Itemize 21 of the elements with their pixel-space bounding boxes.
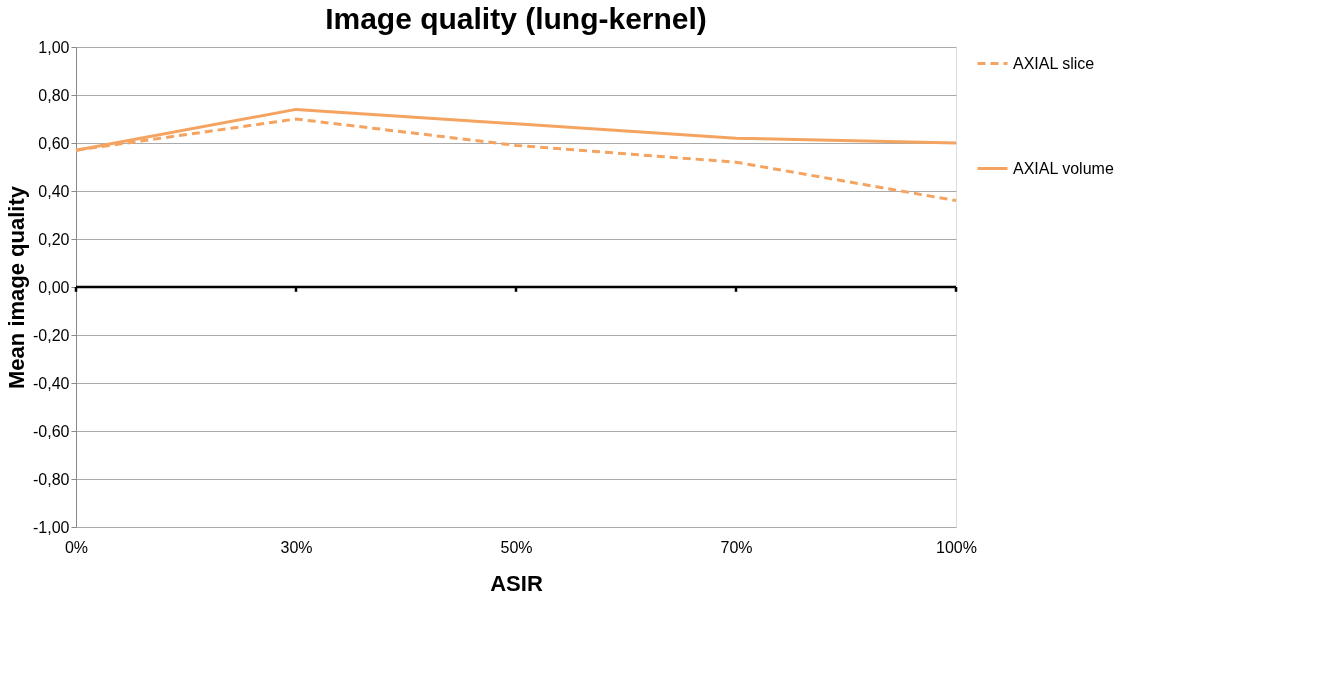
y-tick-label: 0,80	[38, 86, 70, 104]
x-tick-label: 30%	[280, 538, 313, 556]
x-tick-label: 70%	[720, 538, 753, 556]
legend-label: AXIAL slice	[1013, 54, 1095, 72]
y-tick-label: 0,60	[38, 134, 70, 152]
legend-label: AXIAL volume	[1013, 159, 1114, 177]
y-tick-label: -1,00	[33, 518, 70, 536]
x-tick-label: 0%	[64, 538, 89, 556]
y-tick-label: 1,00	[38, 38, 70, 56]
y-tick-label: 0,00	[38, 278, 70, 296]
y-tick-label: -0,20	[33, 326, 70, 344]
y-tick-label: 0,20	[38, 230, 70, 248]
x-tick-label: 100%	[936, 538, 977, 556]
x-tick-label: 50%	[500, 538, 533, 556]
y-tick-label: -0,60	[33, 422, 70, 440]
y-tick-label: -0,80	[33, 470, 70, 488]
y-axis-title: Mean image quality	[4, 185, 30, 389]
chart-title: Image quality (lung-kernel)	[325, 2, 707, 35]
x-axis-title: ASIR	[490, 570, 543, 596]
y-tick-label: -0,40	[33, 374, 70, 392]
y-tick-label: 0,40	[38, 182, 70, 200]
